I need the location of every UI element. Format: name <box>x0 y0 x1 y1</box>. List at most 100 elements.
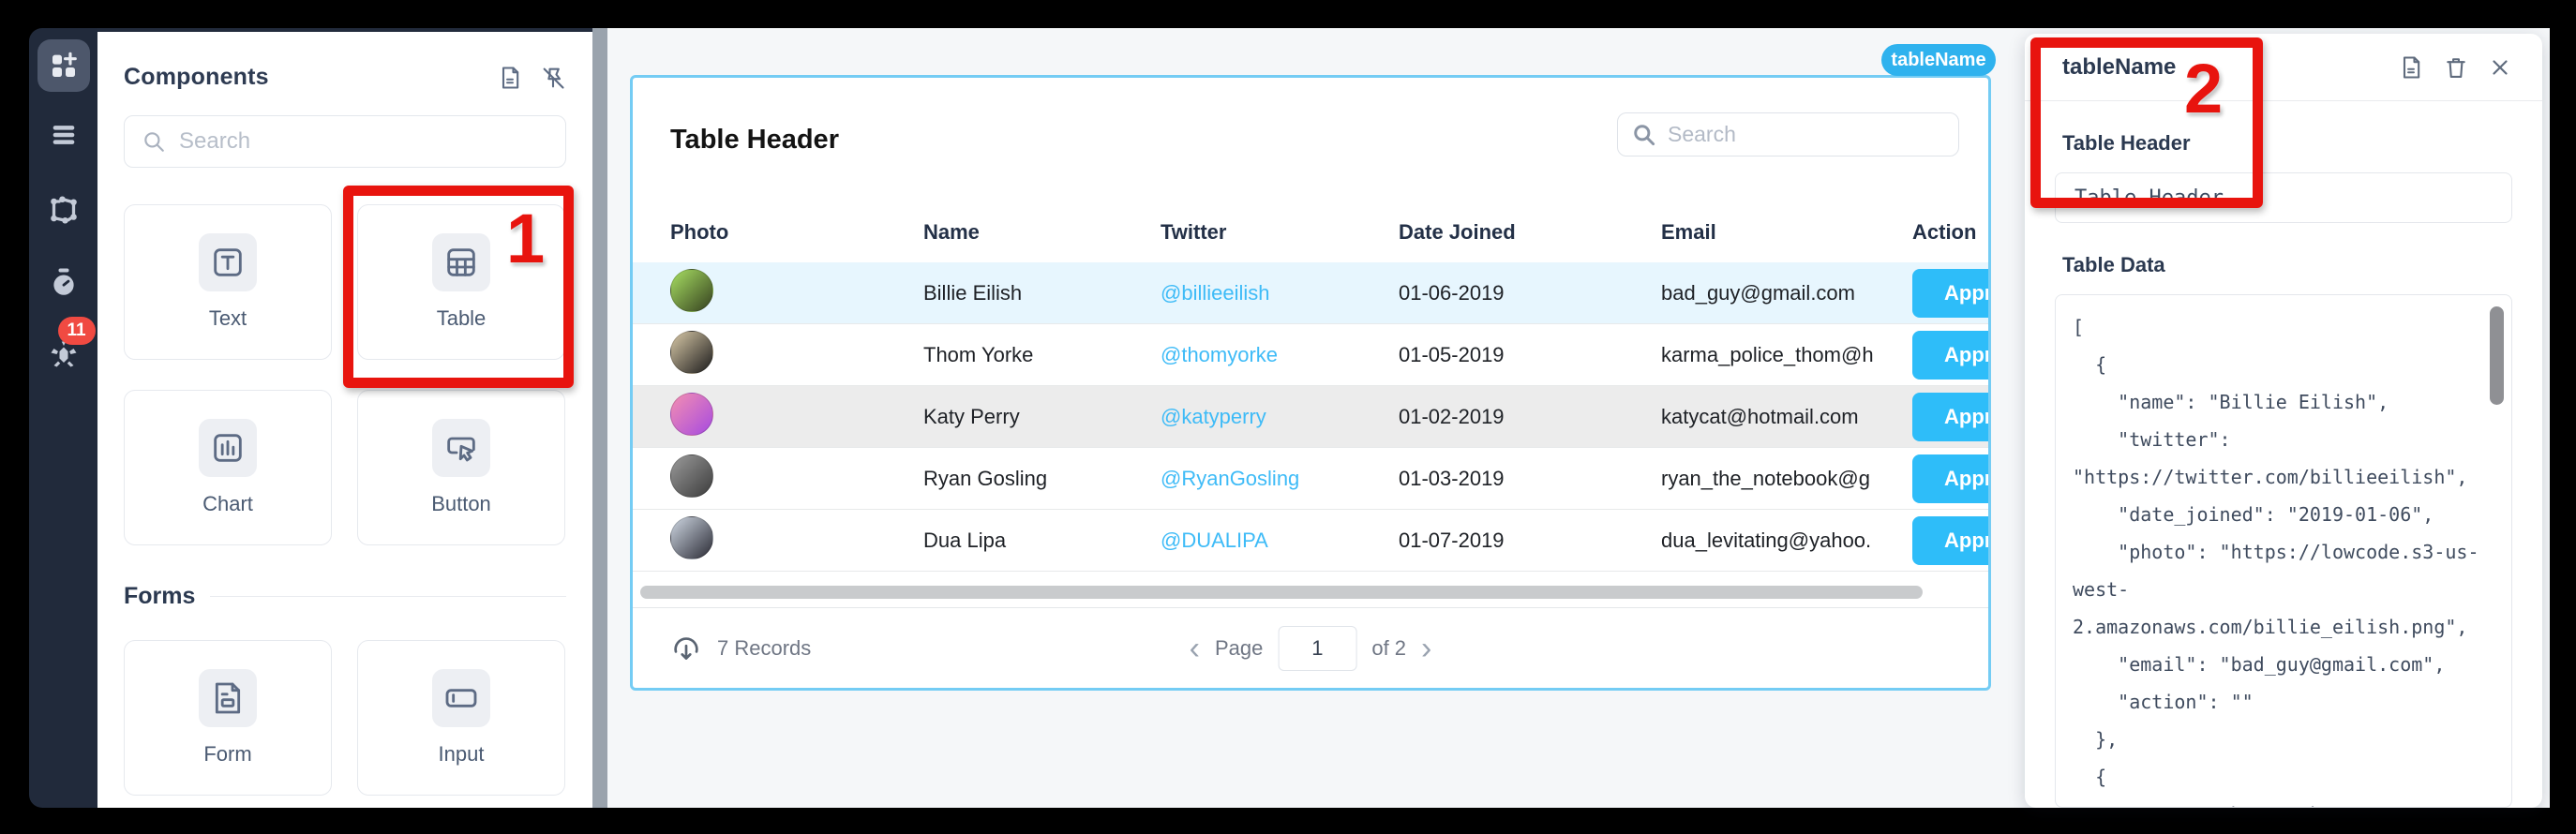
chart-component-icon <box>199 419 257 477</box>
pagination: ‹ Page of 2 › <box>1189 625 1432 671</box>
close-icon[interactable] <box>2488 55 2512 80</box>
input-component-icon <box>432 669 490 727</box>
components-panel-title: Components <box>124 64 269 90</box>
editor-scrollbar-thumb[interactable] <box>2490 306 2504 405</box>
annotation-number-2: 2 <box>2184 50 2224 127</box>
cell-email: ryan_the_notebook@g <box>1661 466 1870 490</box>
prev-page-icon[interactable]: ‹ <box>1189 630 1200 666</box>
menu-nav-button[interactable] <box>37 109 90 161</box>
table-row[interactable]: Ryan Gosling @RyanGosling 01-03-2019 rya… <box>633 448 1988 510</box>
docs-icon[interactable] <box>2398 54 2424 81</box>
history-nav-button[interactable] <box>37 257 90 309</box>
cell-twitter-link[interactable]: @thomyorke <box>1161 342 1279 366</box>
debug-nav-button[interactable]: 11 <box>37 317 96 380</box>
component-card-chart[interactable]: Chart <box>124 390 332 545</box>
table-footer: 7 Records ‹ Page of 2 › <box>633 607 1988 688</box>
column-header[interactable]: Photo <box>670 220 729 244</box>
card-label: Form <box>203 742 252 766</box>
components-nav-button[interactable] <box>37 39 90 92</box>
avatar <box>670 454 713 498</box>
component-card-form[interactable]: Form <box>124 640 332 796</box>
table-search[interactable] <box>1617 112 1959 156</box>
table-row[interactable]: Dua Lipa @DUALIPA 01-07-2019 dua_levitat… <box>633 510 1988 572</box>
table-widget-header: Table Header <box>633 78 1988 202</box>
cell-name: Thom Yorke <box>923 342 1034 366</box>
table-search-input[interactable] <box>1668 122 1945 147</box>
component-card-table[interactable]: Table <box>357 204 565 360</box>
column-header[interactable]: Email <box>1661 220 1716 244</box>
delete-icon[interactable] <box>2443 54 2469 81</box>
cell-twitter-link[interactable]: @DUALIPA <box>1161 528 1268 552</box>
cell-name: Billie Eilish <box>923 280 1023 305</box>
card-label: Button <box>431 492 491 515</box>
components-search-input[interactable] <box>179 128 548 155</box>
annotation-number-1: 1 <box>506 200 546 277</box>
cell-email: dua_levitating@yahoo. <box>1661 528 1872 552</box>
property-panel-header: tableName <box>2025 34 2542 101</box>
cell-name: Dua Lipa <box>923 528 1007 552</box>
cell-date-joined: 01-03-2019 <box>1399 466 1505 490</box>
components-search[interactable] <box>124 115 566 168</box>
page-total-label: of 2 <box>1371 635 1407 660</box>
approve-button[interactable]: Approve <box>1912 392 1988 441</box>
download-icon[interactable] <box>670 633 702 664</box>
cell-email: katycat@hotmail.com <box>1661 404 1859 428</box>
table-header-input[interactable] <box>2055 172 2512 223</box>
panel-scrollbar[interactable] <box>592 28 607 808</box>
table-header-label: Table Header <box>2062 131 2191 155</box>
cell-twitter-link[interactable]: @billieeilish <box>1161 280 1270 305</box>
unpin-icon[interactable] <box>540 65 566 91</box>
timer-icon <box>48 267 80 299</box>
cell-twitter-link[interactable]: @RyanGosling <box>1161 466 1300 490</box>
widget-name-title: tableName <box>2062 53 2177 80</box>
next-page-icon[interactable]: › <box>1421 630 1432 666</box>
cell-email: bad_guy@gmail.com <box>1661 280 1855 305</box>
table-row[interactable]: Thom Yorke @thomyorke 01-05-2019 karma_p… <box>633 324 1988 386</box>
cell-date-joined: 01-07-2019 <box>1399 528 1505 552</box>
table-data-json[interactable]: [ { "name": "Billie Eilish", "twitter": … <box>2073 316 2479 807</box>
widget-name-badge[interactable]: tableName <box>1881 44 1996 76</box>
approve-button[interactable]: Approve <box>1912 268 1988 318</box>
queries-icon <box>47 193 81 227</box>
cell-twitter-link[interactable]: @katyperry <box>1161 404 1266 428</box>
card-label: Input <box>438 742 485 766</box>
approve-button[interactable]: Approve <box>1912 454 1988 503</box>
component-card-button[interactable]: Button <box>357 390 565 545</box>
search-icon <box>142 129 166 154</box>
column-header[interactable]: Twitter <box>1161 220 1227 244</box>
docs-icon[interactable] <box>497 65 523 91</box>
table-horizontal-scrollbar[interactable] <box>640 586 1923 599</box>
component-card-input[interactable]: Input <box>357 640 565 796</box>
bug-icon <box>47 337 81 371</box>
queries-nav-button[interactable] <box>37 184 90 236</box>
table-row[interactable]: Billie Eilish @billieeilish 01-06-2019 b… <box>633 262 1988 324</box>
forms-section-label: Forms <box>124 583 196 609</box>
avatar <box>670 268 713 312</box>
records-count: 7 Records <box>717 635 812 660</box>
section-divider <box>210 596 566 597</box>
left-icon-rail: 11 <box>29 28 97 808</box>
cell-email: karma_police_thom@h <box>1661 342 1874 366</box>
card-label: Chart <box>202 492 253 515</box>
page-label: Page <box>1214 635 1264 660</box>
table-row[interactable]: Katy Perry @katyperry 01-02-2019 katycat… <box>633 386 1988 448</box>
approve-button[interactable]: Approve <box>1912 330 1988 380</box>
card-label: Text <box>208 306 247 330</box>
column-header[interactable]: Name <box>923 220 980 244</box>
avatar <box>670 330 713 374</box>
search-icon <box>1631 122 1656 147</box>
components-icon <box>49 51 79 81</box>
page-number-input[interactable] <box>1278 625 1357 671</box>
column-header[interactable]: Action <box>1912 220 1977 244</box>
avatar <box>670 392 713 436</box>
column-header[interactable]: Date Joined <box>1399 220 1516 244</box>
table-data-editor[interactable]: [ { "name": "Billie Eilish", "twitter": … <box>2055 294 2512 808</box>
cell-date-joined: 01-05-2019 <box>1399 342 1505 366</box>
table-widget[interactable]: Table Header Photo Name Twitter Date Joi… <box>630 75 1991 691</box>
component-card-text[interactable]: Text <box>124 204 332 360</box>
table-data-label: Table Data <box>2062 253 2165 276</box>
cell-date-joined: 01-06-2019 <box>1399 280 1505 305</box>
forms-card-grid: Form Input <box>124 640 566 796</box>
approve-button[interactable]: Approve <box>1912 515 1988 565</box>
